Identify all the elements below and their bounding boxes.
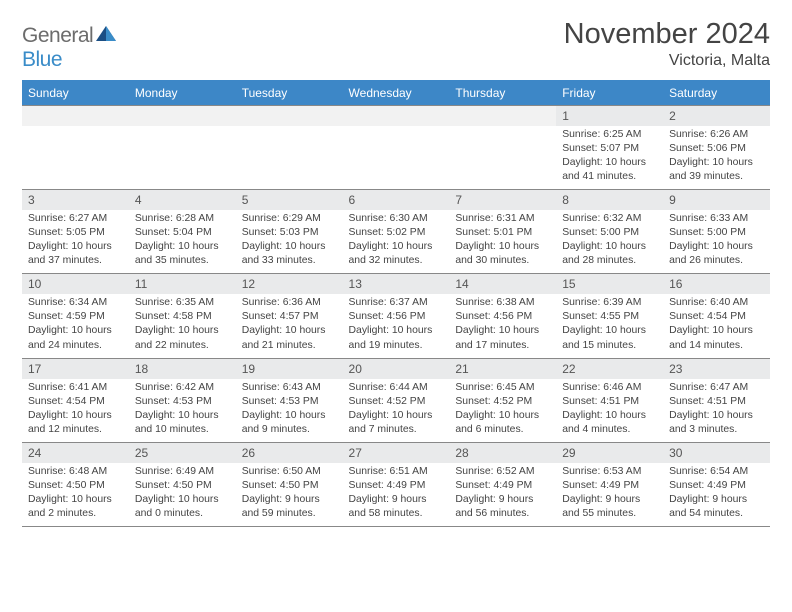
day-cell: Sunrise: 6:51 AMSunset: 4:49 PMDaylight:… <box>343 463 450 526</box>
day-number: 13 <box>343 274 450 295</box>
dow-friday: Friday <box>556 81 663 106</box>
day-number: 2 <box>663 106 770 127</box>
day-cell: Sunrise: 6:41 AMSunset: 4:54 PMDaylight:… <box>22 379 129 443</box>
day-number: 22 <box>556 358 663 379</box>
day-number: 10 <box>22 274 129 295</box>
day-cell: Sunrise: 6:48 AMSunset: 4:50 PMDaylight:… <box>22 463 129 526</box>
day-cell: Sunrise: 6:52 AMSunset: 4:49 PMDaylight:… <box>449 463 556 526</box>
day-cell: Sunrise: 6:31 AMSunset: 5:01 PMDaylight:… <box>449 210 556 274</box>
logo-triangle-icon <box>95 24 117 42</box>
calendar-bottom-rule <box>22 526 770 527</box>
calendar-table: Sunday Monday Tuesday Wednesday Thursday… <box>22 80 770 526</box>
week-3-numbers: 17181920212223 <box>22 358 770 379</box>
month-title: November 2024 <box>564 18 770 51</box>
week-2-numbers: 10111213141516 <box>22 274 770 295</box>
day-number: 4 <box>129 190 236 211</box>
calendar-page: General Blue November 2024 Victoria, Mal… <box>0 0 792 545</box>
day-cell: Sunrise: 6:30 AMSunset: 5:02 PMDaylight:… <box>343 210 450 274</box>
day-number: 27 <box>343 442 450 463</box>
day-cell: Sunrise: 6:32 AMSunset: 5:00 PMDaylight:… <box>556 210 663 274</box>
day-number <box>236 106 343 127</box>
dow-tuesday: Tuesday <box>236 81 343 106</box>
dow-monday: Monday <box>129 81 236 106</box>
day-cell: Sunrise: 6:49 AMSunset: 4:50 PMDaylight:… <box>129 463 236 526</box>
dow-thursday: Thursday <box>449 81 556 106</box>
week-3-content: Sunrise: 6:41 AMSunset: 4:54 PMDaylight:… <box>22 379 770 443</box>
logo: General Blue <box>22 18 117 72</box>
day-cell: Sunrise: 6:45 AMSunset: 4:52 PMDaylight:… <box>449 379 556 443</box>
day-number: 28 <box>449 442 556 463</box>
day-cell: Sunrise: 6:40 AMSunset: 4:54 PMDaylight:… <box>663 294 770 358</box>
day-number: 1 <box>556 106 663 127</box>
dow-saturday: Saturday <box>663 81 770 106</box>
day-cell: Sunrise: 6:26 AMSunset: 5:06 PMDaylight:… <box>663 126 770 190</box>
dow-sunday: Sunday <box>22 81 129 106</box>
day-cell: Sunrise: 6:47 AMSunset: 4:51 PMDaylight:… <box>663 379 770 443</box>
day-number <box>449 106 556 127</box>
title-block: November 2024 Victoria, Malta <box>564 18 770 70</box>
day-of-week-row: Sunday Monday Tuesday Wednesday Thursday… <box>22 81 770 106</box>
day-cell <box>22 126 129 190</box>
day-cell: Sunrise: 6:29 AMSunset: 5:03 PMDaylight:… <box>236 210 343 274</box>
day-number: 30 <box>663 442 770 463</box>
day-number: 5 <box>236 190 343 211</box>
logo-text-blue: Blue <box>22 48 62 71</box>
day-number: 7 <box>449 190 556 211</box>
day-number: 17 <box>22 358 129 379</box>
day-cell: Sunrise: 6:42 AMSunset: 4:53 PMDaylight:… <box>129 379 236 443</box>
logo-text-general: General <box>22 24 93 47</box>
day-cell: Sunrise: 6:54 AMSunset: 4:49 PMDaylight:… <box>663 463 770 526</box>
dow-wednesday: Wednesday <box>343 81 450 106</box>
day-number: 25 <box>129 442 236 463</box>
day-number: 18 <box>129 358 236 379</box>
day-number: 14 <box>449 274 556 295</box>
day-cell: Sunrise: 6:46 AMSunset: 4:51 PMDaylight:… <box>556 379 663 443</box>
day-cell <box>129 126 236 190</box>
day-number: 8 <box>556 190 663 211</box>
day-cell <box>343 126 450 190</box>
day-cell <box>236 126 343 190</box>
day-number: 12 <box>236 274 343 295</box>
day-number: 3 <box>22 190 129 211</box>
day-cell: Sunrise: 6:36 AMSunset: 4:57 PMDaylight:… <box>236 294 343 358</box>
day-cell: Sunrise: 6:27 AMSunset: 5:05 PMDaylight:… <box>22 210 129 274</box>
week-1-numbers: 3456789 <box>22 190 770 211</box>
day-number <box>129 106 236 127</box>
day-number <box>343 106 450 127</box>
day-number: 6 <box>343 190 450 211</box>
day-number <box>22 106 129 127</box>
day-cell: Sunrise: 6:39 AMSunset: 4:55 PMDaylight:… <box>556 294 663 358</box>
day-cell: Sunrise: 6:28 AMSunset: 5:04 PMDaylight:… <box>129 210 236 274</box>
week-1-content: Sunrise: 6:27 AMSunset: 5:05 PMDaylight:… <box>22 210 770 274</box>
day-number: 24 <box>22 442 129 463</box>
day-cell: Sunrise: 6:33 AMSunset: 5:00 PMDaylight:… <box>663 210 770 274</box>
day-number: 21 <box>449 358 556 379</box>
day-cell: Sunrise: 6:38 AMSunset: 4:56 PMDaylight:… <box>449 294 556 358</box>
day-number: 23 <box>663 358 770 379</box>
day-cell: Sunrise: 6:25 AMSunset: 5:07 PMDaylight:… <box>556 126 663 190</box>
week-4-content: Sunrise: 6:48 AMSunset: 4:50 PMDaylight:… <box>22 463 770 526</box>
day-cell <box>449 126 556 190</box>
week-4-numbers: 24252627282930 <box>22 442 770 463</box>
day-number: 16 <box>663 274 770 295</box>
day-number: 9 <box>663 190 770 211</box>
location: Victoria, Malta <box>564 52 770 70</box>
day-cell: Sunrise: 6:44 AMSunset: 4:52 PMDaylight:… <box>343 379 450 443</box>
day-number: 29 <box>556 442 663 463</box>
day-number: 19 <box>236 358 343 379</box>
day-cell: Sunrise: 6:53 AMSunset: 4:49 PMDaylight:… <box>556 463 663 526</box>
day-number: 26 <box>236 442 343 463</box>
week-0-content: Sunrise: 6:25 AMSunset: 5:07 PMDaylight:… <box>22 126 770 190</box>
day-number: 11 <box>129 274 236 295</box>
day-number: 20 <box>343 358 450 379</box>
day-cell: Sunrise: 6:34 AMSunset: 4:59 PMDaylight:… <box>22 294 129 358</box>
week-0-numbers: 12 <box>22 106 770 127</box>
day-cell: Sunrise: 6:50 AMSunset: 4:50 PMDaylight:… <box>236 463 343 526</box>
header: General Blue November 2024 Victoria, Mal… <box>22 18 770 72</box>
day-cell: Sunrise: 6:37 AMSunset: 4:56 PMDaylight:… <box>343 294 450 358</box>
day-cell: Sunrise: 6:35 AMSunset: 4:58 PMDaylight:… <box>129 294 236 358</box>
day-number: 15 <box>556 274 663 295</box>
day-cell: Sunrise: 6:43 AMSunset: 4:53 PMDaylight:… <box>236 379 343 443</box>
week-2-content: Sunrise: 6:34 AMSunset: 4:59 PMDaylight:… <box>22 294 770 358</box>
